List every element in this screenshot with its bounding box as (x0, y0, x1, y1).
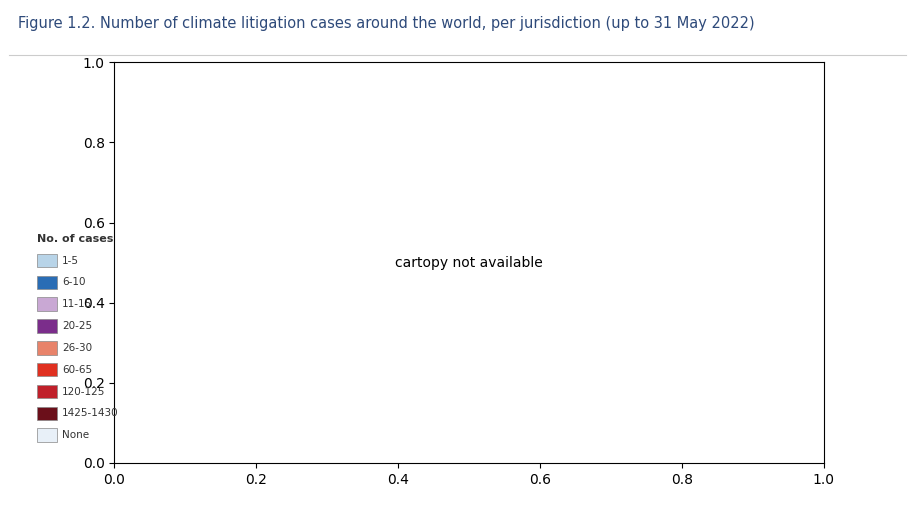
Text: 11-15: 11-15 (62, 299, 92, 309)
Text: 120-125: 120-125 (62, 386, 105, 397)
Text: No. of cases: No. of cases (37, 235, 113, 244)
Text: 60-65: 60-65 (62, 365, 92, 375)
Text: cartopy not available: cartopy not available (395, 256, 543, 269)
Text: 26-30: 26-30 (62, 343, 92, 353)
Text: 1425-1430: 1425-1430 (62, 408, 119, 419)
Text: None: None (62, 430, 90, 440)
Text: 1-5: 1-5 (62, 255, 80, 266)
Text: Figure 1.2. Number of climate litigation cases around the world, per jurisdictio: Figure 1.2. Number of climate litigation… (18, 16, 755, 31)
Text: 6-10: 6-10 (62, 277, 86, 288)
Text: 20-25: 20-25 (62, 321, 92, 331)
